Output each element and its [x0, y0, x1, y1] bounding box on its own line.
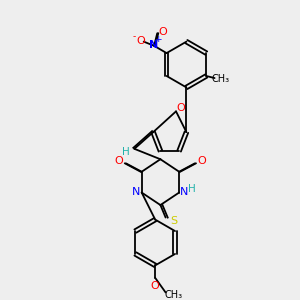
Text: O: O	[136, 36, 145, 46]
Text: O: O	[151, 281, 160, 291]
Text: O: O	[177, 103, 186, 113]
Text: +: +	[154, 35, 162, 44]
Text: O: O	[198, 156, 206, 166]
Text: O: O	[114, 156, 123, 166]
Text: N: N	[180, 187, 188, 196]
Text: O: O	[158, 27, 167, 37]
Text: CH₃: CH₃	[212, 74, 230, 84]
Text: H: H	[188, 184, 196, 194]
Text: H: H	[122, 147, 130, 157]
Text: S: S	[170, 216, 178, 226]
Text: CH₃: CH₃	[165, 290, 183, 299]
Text: -: -	[133, 32, 136, 41]
Text: N: N	[149, 40, 159, 50]
Text: N: N	[132, 187, 141, 196]
